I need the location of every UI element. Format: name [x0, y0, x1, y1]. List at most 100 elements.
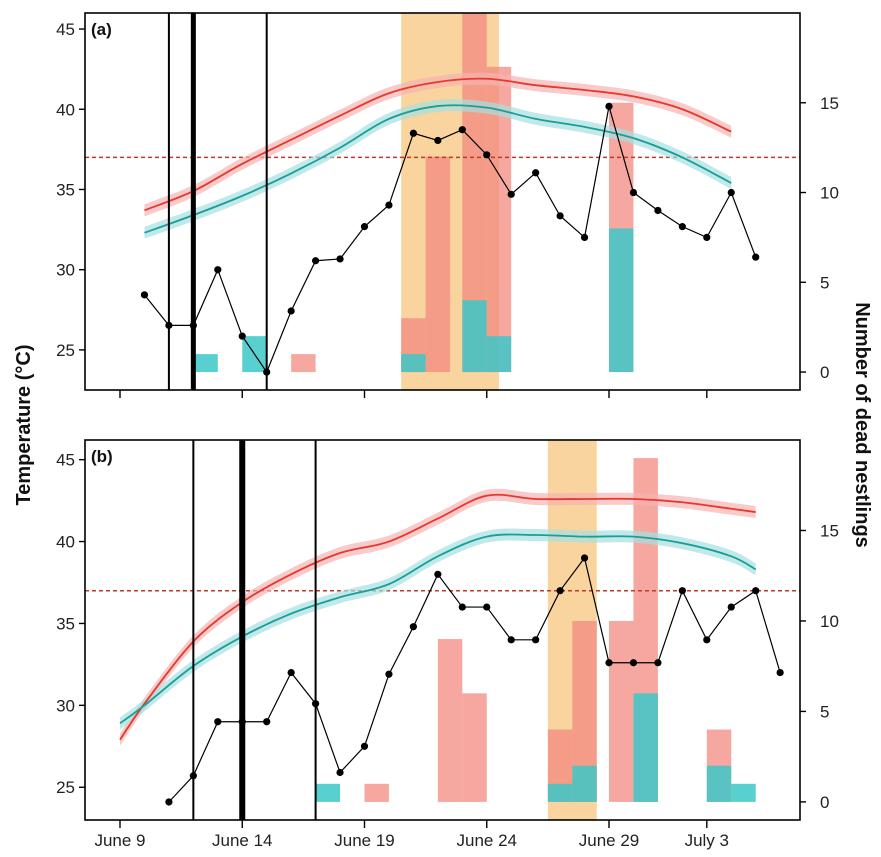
p2-nestlings-point-4 [263, 718, 271, 726]
p1-nestlings-point-13 [458, 126, 466, 134]
p2-y-left-tick-label-2: 35 [56, 614, 75, 633]
p2-nestlings-point-22 [703, 636, 711, 644]
p2-y-left-tick-label-4: 45 [56, 451, 75, 470]
p2-red-bar-5 [609, 620, 634, 802]
p2-nestlings-point-2 [214, 718, 222, 726]
p1-y-right-tick-label-2: 10 [820, 184, 839, 203]
p2-teal-bar-2 [572, 765, 597, 802]
p2-teal-bar-5 [731, 783, 756, 802]
p1-red-temperature-line [144, 77, 732, 212]
p1-nestlings-point-17 [556, 212, 564, 220]
p1-nestlings-point-1 [165, 321, 173, 329]
p2-y-left-tick-label-3: 40 [56, 533, 75, 552]
p1-teal-bar-5 [609, 228, 634, 373]
p2-nestlings-point-21 [678, 587, 686, 595]
p1-nestlings-point-21 [654, 206, 662, 215]
p1-nestlings-point-14 [483, 151, 491, 159]
p2-nestlings-point-3 [238, 718, 246, 726]
p1-nestlings-point-12 [434, 136, 442, 145]
p2-nestlings-point-6 [312, 700, 320, 708]
p2-nestlings-point-14 [507, 636, 515, 644]
p2-nestlings-point-20 [654, 659, 662, 667]
p1-nestlings-point-3 [214, 266, 222, 274]
p2-nestlings-point-24 [752, 587, 760, 595]
p2-nestlings-point-17 [580, 554, 589, 562]
p2-teal-confidence-band [120, 528, 756, 730]
p1-nestlings-point-18 [580, 233, 589, 242]
p2-y-right-tick-label-3: 15 [820, 521, 839, 540]
p1-red-bar-0 [291, 354, 316, 373]
p1-nestlings-point-20 [629, 188, 638, 197]
p2-x-tick-label-2: June 19 [334, 831, 395, 850]
p1-nestlings-point-5 [263, 368, 271, 376]
p2-x-tick-label-0: June 9 [94, 831, 145, 850]
p1-teal-bar-2 [401, 354, 426, 373]
p2-nestlings-point-10 [409, 623, 417, 631]
p2-nestlings-point-9 [385, 670, 393, 678]
p2-red-bar-2 [462, 693, 487, 802]
p2-x-tick-label-5: July 3 [685, 831, 729, 850]
p2-teal-bar-4 [706, 765, 732, 802]
p2-teal-bar-1 [547, 783, 573, 802]
p1-nestlings-point-4 [238, 332, 246, 340]
p2-nestlings-point-0 [165, 798, 173, 806]
p2-y-right-tick-label-0: 0 [820, 793, 829, 812]
p1-y-right-tick-label-3: 15 [820, 94, 839, 113]
p1-nestlings-point-19 [605, 102, 613, 110]
p1-teal-bar-4 [486, 336, 512, 373]
p1-y-left-tick-label-1: 30 [56, 261, 75, 280]
p1-nestlings-point-23 [703, 233, 711, 242]
p2-nestlings-point-15 [532, 636, 540, 644]
p2-nestlings-point-7 [336, 768, 344, 777]
p1-nestlings-point-22 [678, 223, 686, 231]
p1-teal-bar-0 [193, 354, 218, 373]
p2-nestlings-point-16 [556, 587, 564, 595]
p1-nestlings-point-0 [140, 291, 149, 299]
p2-frame [84, 439, 801, 821]
p2-nestlings-point-25 [776, 668, 784, 677]
p2-nestlings-point-23 [727, 603, 735, 611]
panel-b: 25 30 35 40 45 0 5 10 15 June 9 June 14 June 19 June… [56, 439, 839, 850]
p2-nestlings-point-1 [189, 772, 197, 780]
p2-red-bar-1 [437, 639, 463, 802]
p1-nestlings-point-8 [336, 255, 344, 263]
p2-teal-temperature-line [119, 533, 757, 725]
p1-y-left-tick-label-2: 35 [56, 180, 75, 199]
p2-nestlings-point-8 [360, 742, 369, 750]
p2-nestlings-point-19 [629, 659, 638, 667]
y-left-axis-title: Temperature (°C) [13, 345, 35, 506]
p2-teal-bar-3 [633, 693, 658, 802]
p2-nestlings-point-13 [483, 603, 491, 611]
p2-x-tick-label-1: June 14 [212, 831, 273, 850]
p1-nestlings-point-24 [727, 188, 735, 197]
p2-red-bar-0 [364, 783, 389, 802]
p2-red-temperature-line [119, 493, 756, 741]
p2-nestlings-point-11 [434, 570, 442, 578]
p1-y-left-tick-label-4: 45 [56, 20, 75, 39]
p2-y-left-tick-label-1: 30 [56, 696, 75, 715]
p2-nestlings-point-5 [287, 668, 295, 677]
p1-red-bar-2 [425, 156, 451, 373]
p1-teal-bar-3 [462, 300, 487, 373]
p1-nestlings-point-9 [360, 223, 369, 231]
p2-nestlings-point-18 [605, 659, 613, 667]
p1-y-left-tick-label-3: 40 [56, 100, 75, 119]
p2-y-right-tick-label-2: 10 [820, 612, 839, 631]
p2-teal-bar-0 [315, 783, 341, 802]
p2-nestlings-line [168, 556, 781, 803]
p1-nestlings-point-11 [409, 129, 417, 137]
p1-nestlings-point-25 [752, 253, 760, 261]
p1-nestlings-point-10 [385, 201, 393, 209]
p2-x-tick-label-4: June 29 [579, 831, 640, 850]
p1-teal-temperature-line [144, 104, 732, 234]
p1-y-right-tick-label-0: 0 [820, 363, 829, 382]
p1-nestlings-line [143, 106, 757, 374]
p1-nestlings-point-6 [287, 307, 295, 315]
p2-nestlings-point-12 [458, 603, 466, 611]
p1-panel-label: (a) [91, 20, 112, 39]
p2-x-tick-label-3: June 24 [457, 831, 518, 850]
p1-nestlings-point-16 [532, 169, 540, 177]
p2-panel-label: (b) [91, 447, 113, 466]
p1-y-right-tick-label-1: 5 [820, 273, 829, 292]
